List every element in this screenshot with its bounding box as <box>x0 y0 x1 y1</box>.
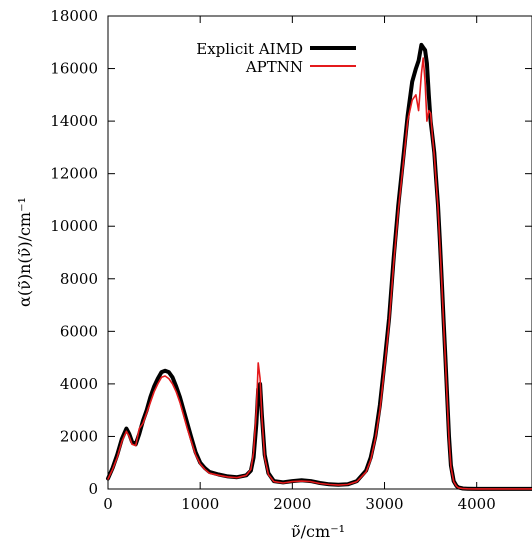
y-tick-label: 8000 <box>60 270 98 288</box>
axes-frame <box>107 15 532 490</box>
x-axis-label: ν̃/cm⁻¹ <box>291 522 345 541</box>
y-axis-ticks: 0 2000 4000 6000 8000 10000 12000 14000 16000 180… <box>50 7 532 498</box>
legend-label-aptnn: APTNN <box>245 58 303 76</box>
x-tick-label: 1000 <box>181 495 219 513</box>
x-tick-label: 3000 <box>365 495 403 513</box>
y-tick-label: 4000 <box>60 375 98 393</box>
y-tick-label: 16000 <box>50 60 98 78</box>
x-tick-label: 4000 <box>458 495 496 513</box>
plot-border <box>107 15 532 490</box>
x-tick-label: 0 <box>103 495 113 513</box>
series-layer <box>106 42 532 491</box>
x-axis-ticks: 0 1000 2000 3000 4000 <box>103 16 496 513</box>
legend-label-explicit-aimd: Explicit AIMD <box>196 40 303 58</box>
y-axis-label: α(ν̃)n(ν̃)/cm⁻¹ <box>15 197 34 307</box>
y-tick-label: 0 <box>88 480 98 498</box>
y-tick-label: 12000 <box>50 165 98 183</box>
y-tick-label: 10000 <box>50 217 98 235</box>
y-tick-label: 2000 <box>60 427 98 445</box>
series-line-aptnn <box>107 57 532 490</box>
x-tick-label: 2000 <box>273 495 311 513</box>
y-tick-label: 14000 <box>50 112 98 130</box>
y-tick-label: 6000 <box>60 322 98 340</box>
series-line-explicit-aimd <box>106 42 532 491</box>
legend: Explicit AIMD APTNN <box>196 40 356 76</box>
y-tick-label: 18000 <box>50 7 98 25</box>
